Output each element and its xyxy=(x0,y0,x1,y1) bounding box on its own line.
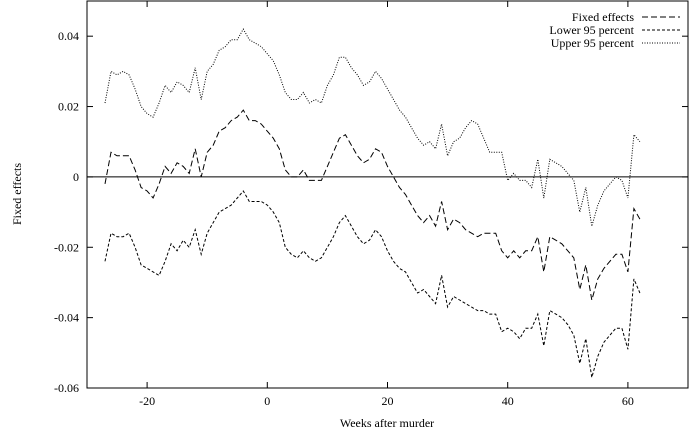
x-tick-label: 60 xyxy=(622,394,634,408)
x-tick-label: 0 xyxy=(264,394,270,408)
x-axis: -20 0 20 40 60 xyxy=(139,1,634,408)
x-tick-label: 40 xyxy=(502,394,514,408)
y-tick-label: -0.02 xyxy=(54,240,79,254)
legend-label: Lower 95 percent xyxy=(549,23,634,37)
y-tick-label: -0.06 xyxy=(54,381,79,395)
series-line-fixed-effects xyxy=(104,109,641,301)
y-axis: -0.06 -0.04 -0.02 0 0.02 0.04 xyxy=(54,29,688,395)
legend-label: Upper 95 percent xyxy=(551,36,635,50)
y-tick-label: 0 xyxy=(73,170,79,184)
y-tick-label: -0.04 xyxy=(54,311,79,325)
y-tick-label: 0.02 xyxy=(58,100,79,114)
series-line-upper-95-percent xyxy=(104,28,641,227)
plot-frame xyxy=(86,0,689,389)
x-tick-label: -20 xyxy=(139,394,155,408)
series-layer xyxy=(104,28,641,378)
y-tick-label: 0.04 xyxy=(58,29,79,43)
x-tick-label: 20 xyxy=(382,394,394,408)
series-line-lower-95-percent xyxy=(104,190,641,378)
legend-label: Fixed effects xyxy=(572,10,634,24)
y-axis-title: Fixed effects xyxy=(10,163,24,225)
x-axis-title: Weeks after murder xyxy=(340,416,434,430)
